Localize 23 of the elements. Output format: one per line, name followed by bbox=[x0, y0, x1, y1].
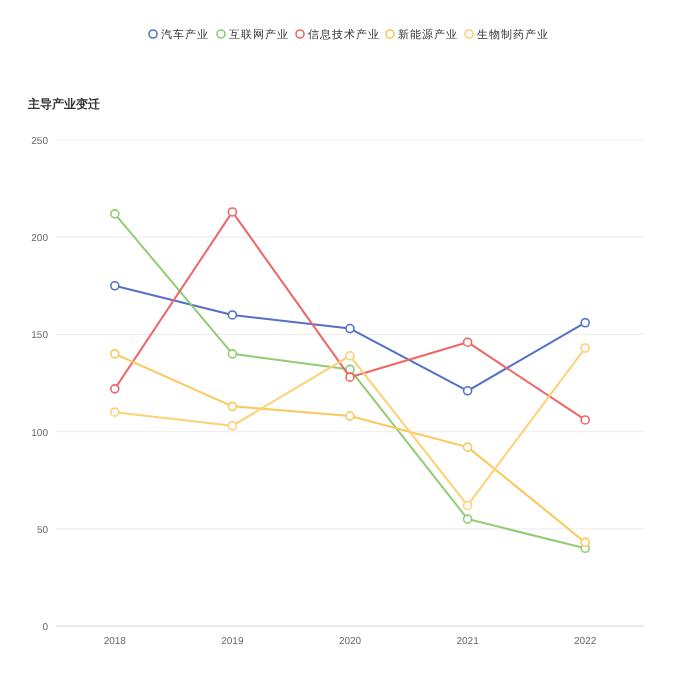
point bbox=[110, 209, 120, 219]
point bbox=[227, 207, 238, 217]
point bbox=[227, 349, 238, 359]
point bbox=[580, 415, 590, 425]
point bbox=[462, 514, 473, 524]
point bbox=[227, 420, 238, 431]
point bbox=[227, 310, 238, 320]
point bbox=[345, 372, 355, 382]
point bbox=[580, 343, 590, 353]
point bbox=[462, 385, 473, 396]
point bbox=[110, 407, 120, 417]
point bbox=[345, 350, 355, 361]
point bbox=[462, 337, 473, 347]
point bbox=[110, 281, 120, 291]
point bbox=[345, 323, 355, 334]
point bbox=[580, 317, 590, 328]
point bbox=[227, 401, 238, 412]
point bbox=[462, 500, 473, 511]
point bbox=[580, 537, 590, 548]
point bbox=[110, 349, 120, 359]
point bbox=[462, 442, 473, 452]
point bbox=[110, 384, 120, 394]
point bbox=[345, 411, 355, 421]
